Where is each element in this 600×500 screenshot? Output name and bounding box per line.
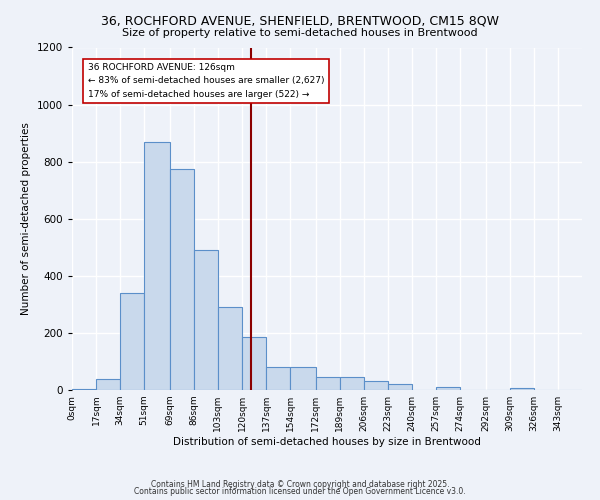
Bar [266,367,290,390]
Bar [72,388,96,390]
Bar [340,377,364,390]
Bar [194,250,218,390]
Text: 36 ROCHFORD AVENUE: 126sqm
← 83% of semi-detached houses are smaller (2,627)
17%: 36 ROCHFORD AVENUE: 126sqm ← 83% of semi… [88,63,324,98]
Bar [218,307,242,390]
Bar [364,382,388,390]
Bar [290,367,316,390]
Bar [170,169,194,390]
Bar [316,377,340,390]
Text: Size of property relative to semi-detached houses in Brentwood: Size of property relative to semi-detach… [122,28,478,38]
Bar [242,337,266,390]
Text: Contains HM Land Registry data © Crown copyright and database right 2025.: Contains HM Land Registry data © Crown c… [151,480,449,489]
Bar [510,388,534,390]
Bar [436,387,460,390]
X-axis label: Distribution of semi-detached houses by size in Brentwood: Distribution of semi-detached houses by … [173,437,481,447]
Bar [144,142,170,390]
Bar [388,384,412,390]
Y-axis label: Number of semi-detached properties: Number of semi-detached properties [21,122,31,315]
Text: Contains public sector information licensed under the Open Government Licence v3: Contains public sector information licen… [134,487,466,496]
Bar [96,378,120,390]
Bar [120,293,144,390]
Text: 36, ROCHFORD AVENUE, SHENFIELD, BRENTWOOD, CM15 8QW: 36, ROCHFORD AVENUE, SHENFIELD, BRENTWOO… [101,15,499,28]
